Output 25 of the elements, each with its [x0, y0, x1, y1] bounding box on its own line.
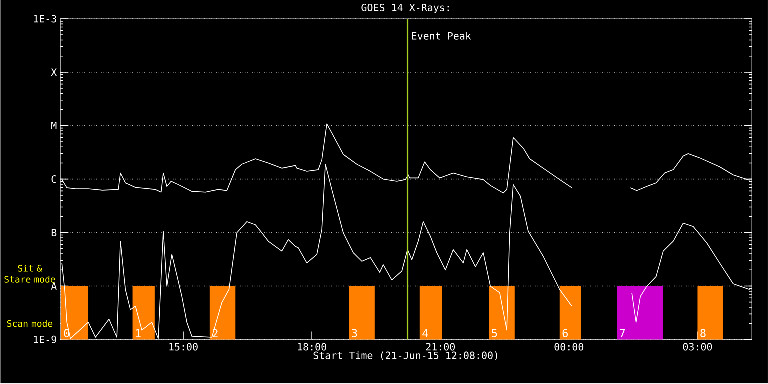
x-axis-title: Start Time (21-Jun-15 12:08:00): [314, 352, 498, 361]
text: Scan mode: [7, 320, 53, 328]
chart-title: GOES 14 X-Rays:: [362, 4, 450, 14]
y-tick-label: M: [52, 122, 57, 130]
y-tick-label: 1E-9: [34, 336, 56, 344]
x-tick-label: 18:00: [298, 343, 326, 351]
band-label: 1: [136, 330, 141, 338]
y-tick-label: X: [51, 68, 58, 76]
y-tick-label: B: [52, 229, 57, 237]
y-tick-label: 1E-3: [34, 15, 56, 23]
x-tick-label: 21:00: [426, 343, 456, 351]
y-tick-label: C: [52, 176, 56, 184]
x-tick-label: 00:00: [554, 343, 584, 351]
band-label: 8: [700, 329, 706, 338]
text: Sit & Stare mode: [4, 265, 56, 284]
band-label: 4: [422, 330, 428, 338]
band-label: 7: [620, 330, 626, 338]
band-label: 5: [492, 330, 498, 338]
ref-line-label: Event Peak: [412, 32, 472, 40]
band-label: 2: [212, 330, 218, 338]
x-tick-label: 15:00: [170, 343, 198, 351]
band-label: 6: [562, 329, 568, 338]
y-tick-label: A: [51, 282, 57, 290]
x-tick-label: 03:00: [683, 343, 712, 351]
band-label: 3: [352, 329, 358, 338]
